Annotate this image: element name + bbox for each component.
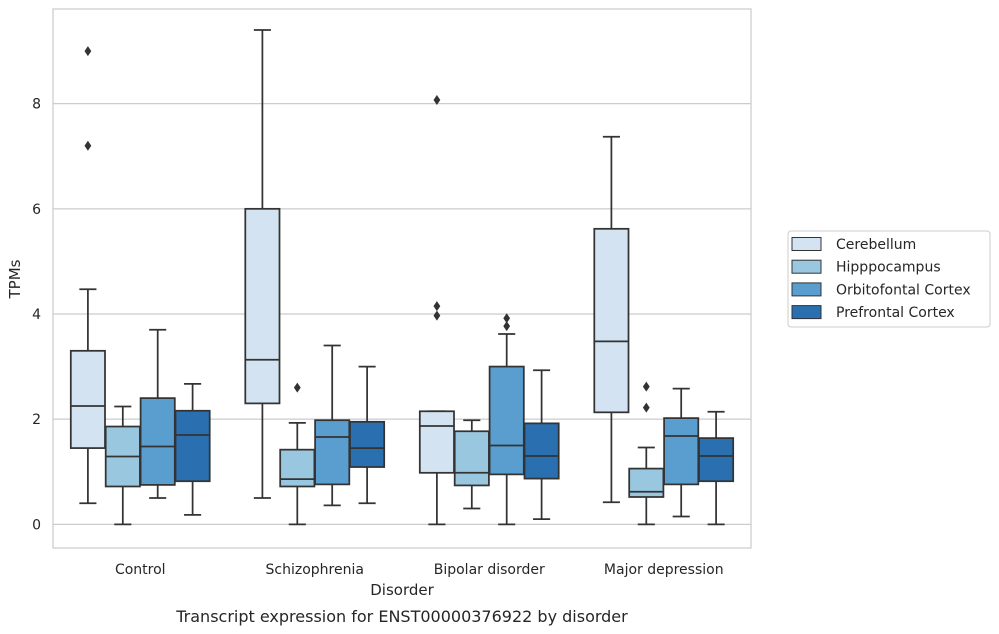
x-tick-labels: Control Schizophrenia Bipolar disorder Majo… [115, 562, 724, 578]
y-tick-label: 0 [32, 517, 41, 533]
x-tick-label: Bipolar disorder [434, 562, 545, 578]
box-iqr [349, 420, 386, 468]
box-iqr [698, 437, 735, 483]
box [139, 328, 176, 499]
outlier-point [433, 94, 441, 105]
legend-swatch [791, 237, 822, 251]
box [698, 410, 735, 526]
y-tick-label: 8 [32, 97, 41, 113]
box [174, 383, 211, 516]
box-iqr [523, 422, 560, 480]
box-iqr [418, 410, 455, 474]
legend-label: Cerebellum [836, 237, 916, 253]
box-iqr [628, 467, 665, 498]
x-tick-label: Schizophrenia [266, 562, 364, 578]
legend-label: Hipppocampus [836, 260, 941, 276]
outlier-point [433, 310, 441, 321]
box [628, 381, 665, 526]
box-iqr [314, 419, 351, 486]
box [314, 344, 351, 507]
x-tick-label: Control [115, 562, 166, 578]
y-axis-label: TPMs [6, 259, 24, 299]
outlier-point [84, 140, 92, 151]
box-iqr [139, 397, 176, 486]
box [418, 94, 455, 526]
outlier-point [503, 313, 511, 324]
y-tick-label: 6 [32, 202, 41, 218]
box-iqr [663, 417, 700, 486]
box-iqr [453, 430, 490, 487]
legend-label: Prefrontal Cortex [836, 305, 955, 321]
box-iqr [244, 207, 281, 405]
plot-area [52, 8, 752, 549]
outlier-point [642, 402, 650, 413]
box [104, 405, 141, 526]
legend-swatch [791, 282, 822, 297]
box [244, 29, 281, 499]
legend-label: Orbitofontal Cortex [836, 282, 971, 298]
legend-swatch [791, 305, 822, 320]
box [593, 135, 630, 504]
box [279, 382, 316, 526]
outlier-point [503, 321, 511, 332]
box-groups [69, 29, 735, 526]
x-axis-label: Disorder [370, 581, 434, 599]
box-iqr [174, 409, 211, 483]
box [663, 387, 700, 518]
y-tick-label: 4 [32, 307, 41, 323]
box [69, 46, 106, 505]
outlier-point [84, 46, 92, 57]
y-tick-label: 2 [32, 412, 41, 428]
box-iqr [488, 365, 525, 476]
legend-swatch [791, 259, 822, 274]
legend-frame [787, 230, 991, 328]
x-tick-label: Major depression [604, 562, 724, 578]
box [523, 369, 560, 520]
y-tick-labels: 0 2 4 6 8 [32, 97, 41, 534]
box-iqr [69, 349, 106, 449]
legend: Cerebellum Hipppocampus Orbitofontal Corte… [787, 230, 991, 328]
outlier-point [642, 381, 650, 392]
outlier-point [293, 382, 301, 393]
box [349, 365, 386, 505]
box-iqr [593, 227, 630, 414]
chart-caption: Transcript expression for ENST0000037692… [175, 607, 628, 626]
box-iqr [279, 448, 316, 488]
outlier-point [433, 301, 441, 312]
box [453, 419, 490, 510]
box [488, 313, 525, 526]
